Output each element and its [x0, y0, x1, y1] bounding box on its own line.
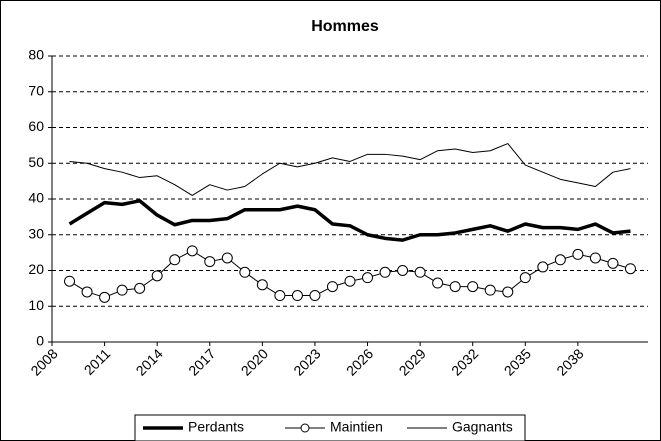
legend-marker [300, 423, 310, 433]
marker [204, 256, 216, 268]
legend-label: Perdants [188, 419, 244, 435]
marker [256, 279, 268, 291]
series-line [68, 199, 631, 242]
legend-box [134, 414, 526, 441]
legend-label: Maintien [330, 419, 383, 435]
y-tick-label: 40 [28, 190, 44, 206]
marker [134, 282, 146, 294]
marker [467, 281, 479, 293]
series-line [69, 143, 631, 196]
y-tick-label: 20 [28, 261, 44, 277]
y-tick-label: 70 [28, 82, 44, 98]
marker [624, 263, 636, 275]
marker [344, 275, 356, 287]
marker [432, 277, 444, 289]
y-tick-label: 80 [28, 47, 44, 63]
y-tick-label: 30 [28, 225, 44, 241]
marker [537, 261, 549, 273]
marker [169, 254, 181, 266]
marker [607, 257, 619, 269]
y-tick-label: 10 [28, 297, 44, 313]
marker [397, 265, 409, 276]
marker [81, 286, 93, 298]
marker [589, 252, 601, 264]
marker [554, 254, 566, 266]
y-tick-label: 0 [36, 333, 44, 349]
marker [151, 270, 163, 282]
marker [274, 290, 286, 302]
marker [309, 290, 321, 302]
y-tick-label: 50 [28, 154, 44, 170]
marker [99, 291, 111, 303]
marker [291, 290, 303, 302]
marker [239, 266, 251, 278]
marker [362, 272, 374, 284]
marker [116, 284, 128, 296]
marker [449, 281, 461, 293]
legend-label: Gagnants [452, 419, 513, 435]
y-tick-label: 60 [28, 118, 44, 134]
marker [326, 281, 338, 293]
marker [64, 275, 76, 287]
marker [186, 245, 198, 257]
marker [572, 248, 584, 260]
marker [414, 266, 426, 278]
chart-title: Hommes [311, 18, 379, 35]
marker [502, 286, 514, 298]
marker [484, 284, 496, 296]
marker [379, 266, 391, 278]
marker [519, 272, 531, 284]
marker [221, 252, 233, 264]
